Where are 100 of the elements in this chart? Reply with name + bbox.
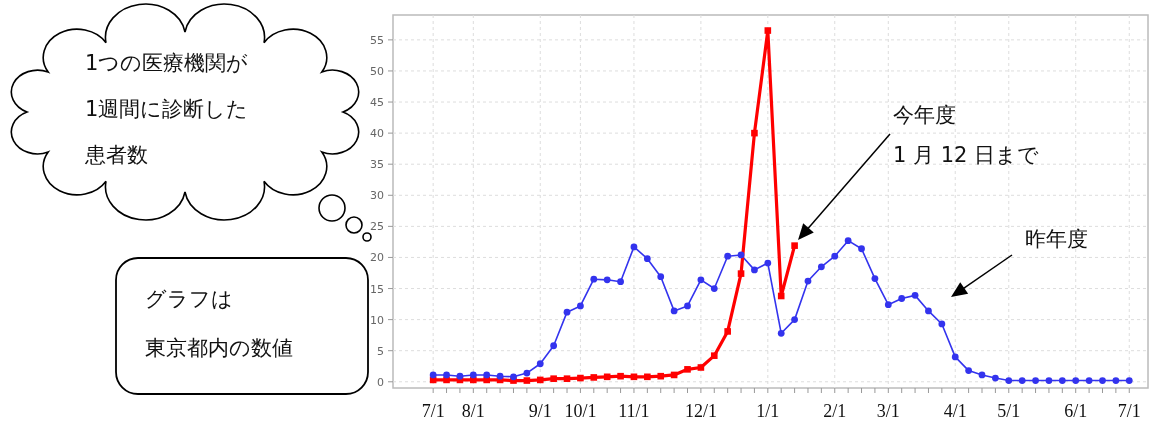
point: [536, 376, 544, 384]
y-tick-label: 20: [370, 251, 384, 265]
point: [764, 27, 772, 34]
point: [630, 243, 638, 251]
point: [644, 373, 651, 381]
point: [804, 277, 812, 285]
point: [1125, 377, 1133, 384]
y-tick-label: 30: [370, 189, 384, 203]
point: [925, 307, 932, 315]
point: [670, 307, 678, 315]
text: グラフは: [145, 287, 233, 311]
point: [911, 291, 919, 299]
point: [791, 316, 798, 324]
point: [684, 302, 691, 310]
point: [523, 369, 531, 377]
point: [791, 242, 798, 249]
x-tick-label: 9/1: [528, 401, 552, 421]
point: [751, 266, 758, 274]
y-tick-label: 0: [377, 375, 384, 389]
x-tick-label: 3/1: [876, 401, 900, 421]
y-tick-label: 5: [377, 344, 384, 358]
point: [536, 360, 544, 368]
point: [510, 373, 517, 381]
point: [817, 263, 825, 271]
point: [657, 372, 665, 380]
point: [577, 374, 584, 382]
point: [737, 251, 745, 259]
point: [617, 278, 624, 286]
x-tick-label: 7/1: [1117, 401, 1141, 421]
y-tick-label: 15: [370, 282, 384, 296]
point: [577, 302, 584, 310]
point: [1058, 377, 1066, 384]
x-tick-label: 1/1: [756, 401, 780, 421]
point: [603, 276, 611, 284]
point: [590, 374, 598, 381]
point: [429, 371, 437, 379]
point: [617, 372, 624, 380]
point: [724, 252, 732, 260]
point: [697, 364, 705, 371]
point: [1032, 377, 1039, 384]
y-tick-label: 25: [370, 220, 384, 234]
point: [764, 259, 772, 267]
point: [523, 377, 531, 384]
text: 患者数: [84, 143, 148, 167]
point: [858, 245, 865, 253]
point: [938, 320, 946, 328]
point: [684, 366, 691, 373]
point: [590, 275, 598, 283]
point: [737, 270, 745, 277]
x-tick-label: 5/1: [997, 401, 1021, 421]
point: [710, 352, 718, 359]
point: [443, 371, 450, 379]
point: [1005, 377, 1013, 384]
point: [643, 255, 651, 263]
y-tick-label: 45: [370, 96, 384, 110]
point: [831, 252, 839, 260]
x-tick-label: 8/1: [461, 401, 485, 421]
point: [751, 129, 758, 137]
text: 1つの医療機関が: [85, 51, 249, 75]
annotation: 昨年度: [1025, 227, 1088, 251]
point: [898, 295, 906, 302]
point: [844, 237, 852, 245]
point: [724, 328, 731, 335]
point: [777, 329, 785, 337]
point: [469, 371, 477, 379]
point: [1085, 377, 1093, 384]
y-tick-label: 55: [370, 33, 384, 47]
point: [1045, 377, 1053, 384]
y-tick-label: 10: [370, 313, 384, 327]
point: [951, 353, 959, 361]
point: [965, 367, 973, 374]
point: [871, 275, 879, 282]
point: [496, 372, 504, 380]
x-tick-label: 2/1: [823, 401, 847, 421]
x-tick-label: 7/1: [421, 401, 445, 421]
point: [550, 375, 557, 382]
y-tick-label: 35: [370, 158, 384, 172]
point: [563, 375, 571, 382]
point: [550, 342, 558, 350]
point: [1018, 377, 1026, 384]
point: [991, 374, 999, 382]
point: [777, 292, 785, 300]
x-tick-label: 12/1: [684, 401, 717, 421]
point: [456, 372, 464, 380]
x-tick-label: 10/1: [564, 401, 597, 421]
text: 東京都内の数値: [145, 336, 293, 360]
point: [884, 301, 892, 309]
point: [483, 371, 491, 379]
x-tick-label: 11/1: [618, 401, 650, 421]
point: [710, 285, 718, 292]
x-tick-label: 4/1: [943, 401, 967, 421]
point: [697, 276, 705, 284]
y-tick-label: 50: [370, 64, 384, 78]
annotation: 今年度 1 月 12 日まで: [893, 103, 1040, 167]
y-tick-label: 40: [370, 127, 384, 141]
point: [1072, 377, 1080, 384]
point: [1112, 377, 1120, 384]
point: [1099, 377, 1106, 384]
text: 1週間に診断した: [85, 97, 249, 121]
point: [978, 371, 986, 379]
